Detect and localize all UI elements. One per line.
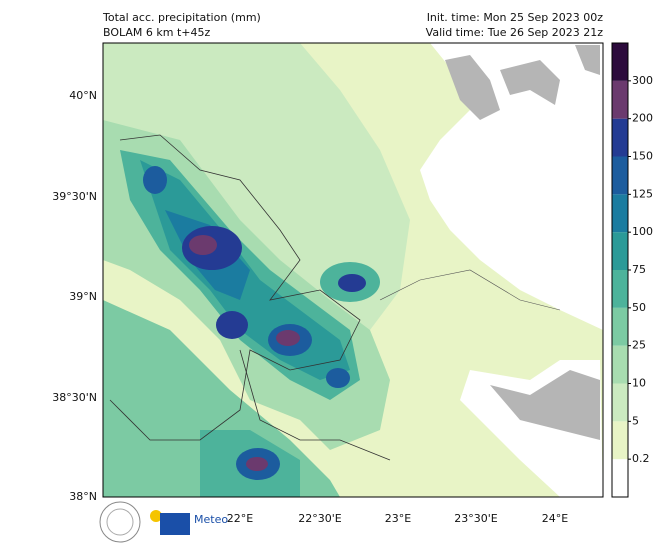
lon-labels: 22°E 22°30'E 23°E 23°30'E 24°E: [227, 512, 568, 525]
colorbar-segment: [612, 156, 628, 195]
lat-label: 38°N: [69, 490, 97, 503]
colorbar-label: 100: [632, 225, 653, 238]
title: Total acc. precipitation (mm): [102, 11, 261, 24]
colorbar-frame: [611, 42, 629, 498]
logos: Meteo: [99, 501, 228, 543]
colorbar-label: 50: [632, 301, 646, 314]
colorbar-label: 25: [632, 339, 646, 352]
colorbar-segment: [612, 270, 628, 308]
map: [103, 43, 603, 497]
lon-label: 23°E: [385, 512, 411, 525]
colorbar-segment: [612, 421, 628, 460]
lat-labels: 40°N 39°30'N 39°N 38°30'N 38°N: [52, 89, 97, 503]
colorbar-segment: [612, 118, 628, 157]
meteo-name: Meteo: [194, 513, 228, 526]
colorbar-label: 200: [632, 112, 653, 125]
lon-label: 23°30'E: [454, 512, 498, 525]
colorbar-segment: [612, 194, 628, 233]
init-time: Init. time: Mon 25 Sep 2023 00z: [427, 11, 604, 24]
colorbar-segment: [612, 383, 628, 422]
meteo-sun: [150, 510, 162, 522]
colorbar-label: 5: [632, 414, 639, 427]
colorbar-label: 300: [632, 74, 653, 87]
lat-label: 39°30'N: [52, 190, 97, 203]
colorbar-label: 10: [632, 377, 646, 390]
university-seal: [99, 501, 141, 543]
lon-label: 24°E: [542, 512, 568, 525]
colorbar-segment: [612, 307, 628, 346]
colorbar-label: 150: [632, 150, 653, 163]
lon-label: 22°30'E: [298, 512, 342, 525]
colorbar-segment: [612, 43, 628, 81]
meteo-mark: [160, 513, 190, 535]
lon-label: 22°E: [227, 512, 253, 525]
lat-label: 39°N: [69, 290, 97, 303]
model-label: BOLAM 6 km t+45z: [103, 26, 211, 39]
colorbar-segment: [612, 232, 628, 270]
colorbar-label: 125: [632, 187, 653, 200]
lat-label: 38°30'N: [52, 391, 97, 404]
colorbar-segment: [612, 459, 628, 497]
seal-inner: [106, 508, 134, 536]
valid-time: Valid time: Tue 26 Sep 2023 21z: [426, 26, 604, 39]
colorbar-segment: [612, 80, 628, 119]
colorbar-label: 75: [632, 263, 646, 276]
colorbar: 0.2 5 10 25 50 75 100 125 150 200 300: [611, 42, 653, 498]
lat-label: 40°N: [69, 89, 97, 102]
colorbar-segment: [612, 345, 628, 384]
map-frame: [102, 42, 604, 498]
colorbar-label: 0.2: [632, 452, 650, 465]
